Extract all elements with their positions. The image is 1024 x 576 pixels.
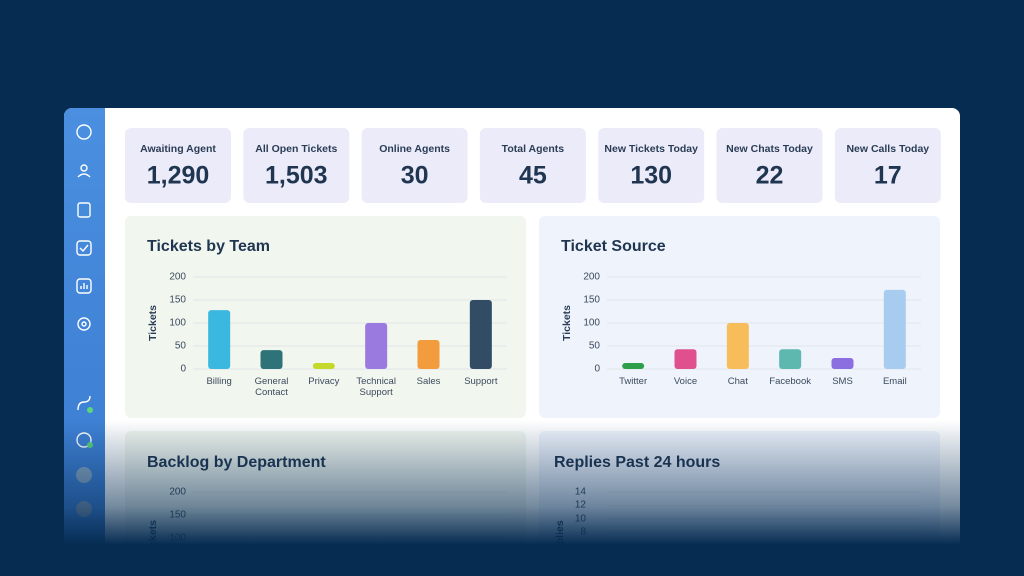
- y-tick-label: 150: [169, 294, 186, 306]
- stat-label: Online Agents: [379, 143, 450, 155]
- y-tick-label: 150: [583, 294, 600, 306]
- settings-icon[interactable]: [77, 317, 91, 331]
- x-tick-label: Billing: [206, 376, 232, 387]
- y-tick-label: 0: [594, 363, 600, 375]
- stat-card: [243, 128, 350, 203]
- y-axis-label: Tickets: [147, 305, 159, 341]
- y-tick-label: 100: [583, 317, 600, 329]
- search-icon[interactable]: [77, 202, 91, 218]
- y-tick-label: 200: [169, 271, 186, 283]
- reports-icon[interactable]: [76, 278, 92, 294]
- y-tick-label: 100: [169, 317, 186, 329]
- stat-card: [361, 128, 468, 203]
- stat-label: Awaiting Agent: [140, 143, 216, 155]
- stat-card: [479, 128, 586, 203]
- stat-label: All Open Tickets: [255, 143, 338, 155]
- x-tick-label: Support: [464, 376, 498, 387]
- y-tick-label: 50: [588, 340, 600, 352]
- fade-overlay: [0, 420, 1024, 576]
- bar: [674, 349, 697, 369]
- stat-value: 130: [630, 161, 673, 190]
- stat-value: 17: [873, 161, 902, 190]
- y-tick-label: 50: [174, 340, 186, 352]
- bar: [831, 357, 854, 369]
- x-tick-label: Facebook: [769, 376, 812, 387]
- bar: [208, 310, 231, 369]
- stat-label: New Chats Today: [726, 143, 813, 155]
- stat-card: [716, 128, 823, 203]
- bar: [312, 363, 335, 369]
- x-tick-label: Voice: [673, 376, 698, 387]
- bar: [469, 300, 492, 369]
- chat-icon[interactable]: [76, 124, 92, 140]
- chart-title: Tickets by Team: [147, 238, 271, 255]
- status-dot: [87, 407, 93, 413]
- stat-value: 1,290: [146, 161, 210, 190]
- stat-value: 30: [400, 161, 429, 190]
- status-icon[interactable]: [77, 395, 91, 411]
- bar: [779, 349, 802, 369]
- bar: [417, 340, 440, 369]
- stat-label: New Calls Today: [846, 143, 930, 155]
- x-tick-label: SMS: [832, 376, 853, 387]
- y-tick-label: 200: [583, 271, 600, 283]
- stat-label: Total Agents: [501, 143, 565, 155]
- stat-card: [125, 128, 231, 203]
- stat-value: 22: [755, 161, 784, 190]
- bar: [622, 363, 645, 369]
- x-tick-label: Technical Support: [356, 376, 396, 398]
- x-tick-label: Privacy: [308, 376, 340, 387]
- x-tick-label: Chat: [727, 376, 748, 387]
- stat-card: [834, 128, 941, 203]
- bar: [365, 323, 388, 369]
- chart-title: Ticket Source: [561, 238, 666, 255]
- stat-value: 45: [518, 161, 547, 190]
- user-icon[interactable]: [80, 164, 88, 172]
- x-tick-label: Sales: [416, 376, 441, 387]
- x-tick-label: General Contact: [254, 376, 289, 398]
- bar: [726, 323, 749, 369]
- y-axis-label: Tickets: [561, 305, 573, 341]
- x-tick-label: Email: [882, 376, 907, 387]
- stat-card: [598, 128, 705, 203]
- stat-value: 1,503: [265, 161, 328, 190]
- y-tick-label: 0: [180, 363, 186, 375]
- bar: [260, 350, 283, 369]
- tasks-icon[interactable]: [76, 240, 92, 256]
- stat-label: New Tickets Today: [604, 143, 698, 155]
- bar: [883, 289, 906, 369]
- x-tick-label: Twitter: [619, 376, 648, 387]
